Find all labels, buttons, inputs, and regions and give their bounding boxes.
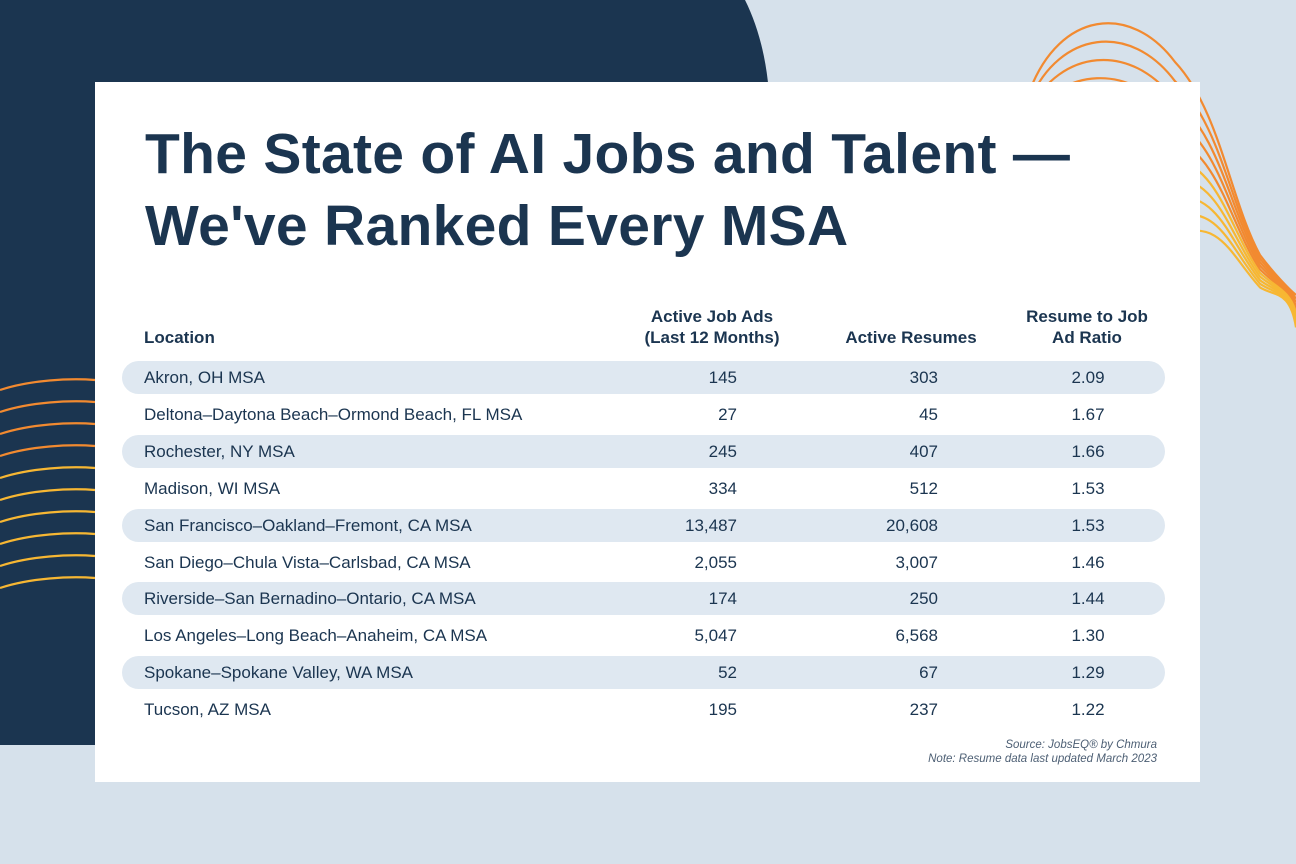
cell-location: Madison, WI MSA [144,478,281,498]
cell-location: Akron, OH MSA [144,368,265,387]
cell-ratio: 1.53 [1071,478,1105,498]
header-job-ads: Active Job Ads (Last 12 Months) [622,306,802,348]
title-line-2: We've Ranked Every MSA [145,194,849,258]
header-resumes: Active Resumes [845,328,977,347]
table-row: Tucson, AZ MSA 195 237 1.22 [122,693,1165,726]
cell-resumes: 45 [919,404,938,424]
cell-resumes: 512 [909,478,938,498]
cell-job-ads: 174 [708,589,737,609]
cell-ratio: 2.09 [1071,368,1105,387]
cell-job-ads: 13,487 [685,515,737,535]
wave-line [0,576,96,590]
cell-location: Los Angeles–Long Beach–Anaheim, CA MSA [144,626,488,646]
wave-line [0,466,96,480]
table-row: San Diego–Chula Vista–Carlsbad, CA MSA 2,… [122,546,1165,579]
table-row: San Francisco–Oakland–Fremont, CA MSA 13,… [122,508,1165,542]
header-ratio-line2: Ad Ratio [1052,328,1122,347]
cell-ratio: 1.44 [1071,589,1105,609]
cell-location: San Francisco–Oakland–Fremont, CA MSA [144,515,472,535]
cell-resumes: 67 [919,663,938,683]
cell-job-ads: 195 [708,700,737,720]
cell-job-ads: 334 [708,478,737,498]
cell-job-ads: 2,055 [694,552,737,572]
table-row: Deltona–Daytona Beach–Ormond Beach, FL M… [122,398,1165,431]
table-row: Madison, WI MSA 334 512 1.53 [122,472,1165,505]
wave-line [1029,77,1296,307]
cell-location: Rochester, NY MSA [144,441,295,461]
header-job-ads-line2: (Last 12 Months) [644,328,780,347]
cell-ratio: 1.30 [1071,626,1105,646]
cell-resumes: 6,568 [895,626,938,646]
cell-resumes: 20,608 [886,515,938,535]
cell-location: Deltona–Daytona Beach–Ormond Beach, FL M… [144,404,523,424]
header-ratio-line1: Resume to Job [1026,307,1148,326]
cell-ratio: 1.29 [1071,663,1105,683]
cell-ratio: 1.22 [1071,700,1105,720]
wave-line [0,378,96,392]
table-card: The State of AI Jobs and Talent — We've … [95,82,1200,782]
cell-location: Riverside–San Bernadino–Ontario, CA MSA [144,589,476,609]
cell-resumes: 250 [909,589,938,609]
table-row: Spokane–Spokane Valley, WA MSA 52 67 1.29 [122,656,1165,690]
wave-line [0,444,96,458]
wave-line [0,422,96,436]
cell-resumes: 303 [909,368,938,387]
wave-line [0,400,96,414]
wave-line [0,532,96,546]
wave-line [1028,40,1296,300]
cell-ratio: 1.66 [1071,441,1105,461]
cell-resumes: 237 [909,700,938,720]
header-ratio: Resume to Job Ad Ratio [997,306,1177,348]
cell-location: Tucson, AZ MSA [144,700,271,720]
cell-ratio: 1.53 [1071,515,1105,535]
wave-line [1029,58,1296,303]
cell-job-ads: 5,047 [694,626,737,646]
left-wave-lines [0,378,96,590]
wave-line [0,554,96,568]
cell-job-ads: 27 [718,404,737,424]
header-job-ads-line1: Active Job Ads [650,307,774,326]
cell-job-ads: 52 [718,663,737,683]
page-title: The State of AI Jobs and Talent — We've … [145,118,1070,262]
cell-job-ads: 145 [708,368,737,387]
cell-location: Spokane–Spokane Valley, WA MSA [144,663,414,683]
wave-line [1028,22,1296,296]
cell-ratio: 1.46 [1071,552,1105,572]
title-line-1: The State of AI Jobs and Talent — [145,122,1071,186]
table-row: Los Angeles–Long Beach–Anaheim, CA MSA 5,… [122,619,1165,652]
table-row: Riverside–San Bernadino–Ontario, CA MSA 1… [122,582,1165,616]
table-row: Rochester, NY MSA 245 407 1.66 [122,434,1165,468]
note-text: Note: Resume data last updated March 202… [928,753,1157,765]
cell-resumes: 3,007 [895,552,938,572]
footer-notes: Source: JobsEQ® by Chmura Note: Resume d… [928,738,1157,766]
cell-ratio: 1.67 [1071,404,1105,424]
cell-job-ads: 245 [708,441,737,461]
wave-line [0,510,96,524]
source-text: Source: JobsEQ® by Chmura [1005,739,1157,751]
wave-line [0,488,96,502]
header-location: Location [144,328,215,347]
cell-location: San Diego–Chula Vista–Carlsbad, CA MSA [144,552,471,572]
right-wave-lines [1028,22,1296,328]
cell-resumes: 407 [909,441,938,461]
table-row: Akron, OH MSA 145 303 2.09 [122,361,1165,394]
